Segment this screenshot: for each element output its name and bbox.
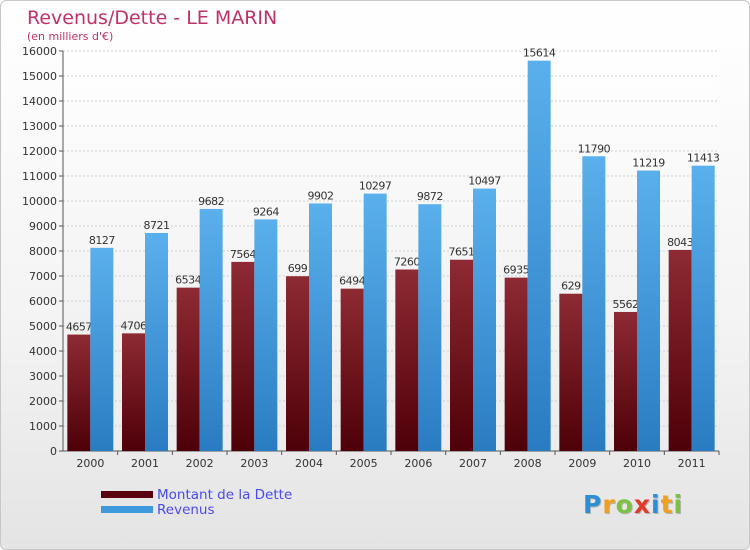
y-tick-label: 10000 (22, 195, 57, 208)
data-label-debt: 8043 (667, 236, 693, 249)
y-tick-label: 0 (50, 445, 57, 458)
data-label-revenus: 8721 (144, 219, 170, 232)
data-label-revenus: 11219 (632, 157, 665, 170)
y-tick-label: 8000 (29, 245, 57, 258)
data-label-revenus: 10297 (359, 180, 392, 193)
bar-revenus (691, 165, 715, 452)
chart-subtitle: (en milliers d'€) (27, 30, 114, 43)
data-label-debt: 4657 (66, 321, 92, 334)
x-tick-label: 2003 (240, 457, 268, 470)
x-tick-label: 2002 (186, 457, 214, 470)
bar-debt (614, 311, 637, 451)
logo-letter: r (602, 490, 616, 519)
y-tick-label: 7000 (29, 270, 57, 283)
bar-revenus (363, 193, 387, 451)
x-tick-label: 2008 (514, 457, 542, 470)
bar-revenus (418, 204, 442, 451)
x-tick-label: 2005 (350, 457, 378, 470)
data-label-revenus: 11413 (687, 152, 720, 165)
legend-swatch-revenus (101, 506, 153, 513)
y-tick-label: 9000 (29, 220, 57, 233)
bar-debt (176, 287, 200, 451)
bar-debt (67, 334, 91, 451)
data-label-revenus: 11790 (578, 142, 611, 155)
data-label-revenus: 9872 (417, 190, 443, 203)
bar-chart: 0 1000 2000 3000 4000 5000 6000 7000 8000 9000 100… (22, 45, 720, 470)
bar-debt (559, 293, 583, 451)
data-label-revenus: 8127 (89, 234, 115, 247)
bar-debt (340, 288, 364, 451)
x-tick-label: 2009 (568, 457, 596, 470)
data-label-debt: 7260 (394, 256, 420, 269)
y-tick-label: 6000 (29, 295, 57, 308)
x-tick-label: 2001 (131, 457, 159, 470)
data-label-debt: 7564 (230, 248, 256, 261)
y-tick-label: 4000 (29, 345, 57, 358)
x-tick-label: 2000 (76, 457, 104, 470)
x-tick-label: 2011 (678, 457, 706, 470)
bar-revenus (90, 247, 114, 451)
data-label-revenus: 15614 (523, 47, 556, 60)
bar-revenus (145, 232, 168, 451)
data-label-debt: 6935 (503, 264, 529, 277)
bar-revenus (473, 188, 496, 451)
x-tick-label: 2010 (623, 457, 651, 470)
x-tick-label: 2004 (295, 457, 323, 470)
bar-debt (395, 269, 419, 451)
logo-letter: i (673, 490, 684, 519)
data-label-revenus: 10497 (468, 175, 501, 188)
bar-revenus (309, 203, 332, 451)
logo-letter: i (651, 490, 661, 519)
data-label-debt: 5562 (613, 298, 639, 311)
y-tick-label: 2000 (29, 395, 57, 408)
chart-title: Revenus/Dette - LE MARIN (27, 7, 278, 29)
bar-revenus (582, 156, 606, 451)
y-tick-label: 5000 (29, 320, 57, 333)
y-tick-label: 11000 (22, 170, 57, 183)
y-tick-label: 12000 (22, 145, 57, 158)
y-tick-label: 13000 (22, 120, 57, 133)
bar-debt (450, 259, 473, 451)
y-tick-label: 3000 (29, 370, 57, 383)
y-tick-label: 16000 (22, 45, 57, 58)
data-label-revenus: 9264 (253, 205, 279, 218)
logo-letter: x (633, 490, 651, 519)
bar-revenus (199, 208, 223, 451)
bar-debt (231, 261, 255, 451)
bar-revenus (527, 60, 551, 452)
data-label-debt: 7651 (449, 246, 475, 259)
y-tick-label: 15000 (22, 70, 57, 83)
bar-revenus (637, 170, 660, 451)
y-tick-label: 1000 (29, 420, 57, 433)
logo-letter: o (615, 490, 634, 519)
legend-label-debt: Montant de la Dette (157, 487, 293, 503)
proxiti-logo: Proxiti (583, 490, 683, 519)
x-tick-label: 2007 (459, 457, 487, 470)
x-tick-label: 2006 (404, 457, 432, 470)
legend-swatch-debt (101, 491, 153, 498)
data-label-revenus: 9902 (308, 189, 334, 202)
bar-debt (122, 333, 145, 451)
logo-letter: t (660, 490, 674, 519)
data-label-debt: 6494 (339, 275, 365, 288)
data-label-debt: 699 (288, 262, 308, 275)
data-label-revenus: 9682 (198, 195, 224, 208)
data-label-debt: 629 (561, 280, 581, 293)
bar-debt (668, 249, 692, 451)
y-tick-label: 14000 (22, 95, 57, 108)
legend-label-revenus: Revenus (157, 502, 215, 518)
logo-letter: P (583, 490, 603, 519)
bar-debt (286, 276, 309, 451)
data-label-debt: 6534 (175, 274, 201, 287)
bar-debt (504, 277, 528, 451)
data-label-debt: 4706 (121, 319, 147, 332)
bar-revenus (254, 219, 278, 451)
